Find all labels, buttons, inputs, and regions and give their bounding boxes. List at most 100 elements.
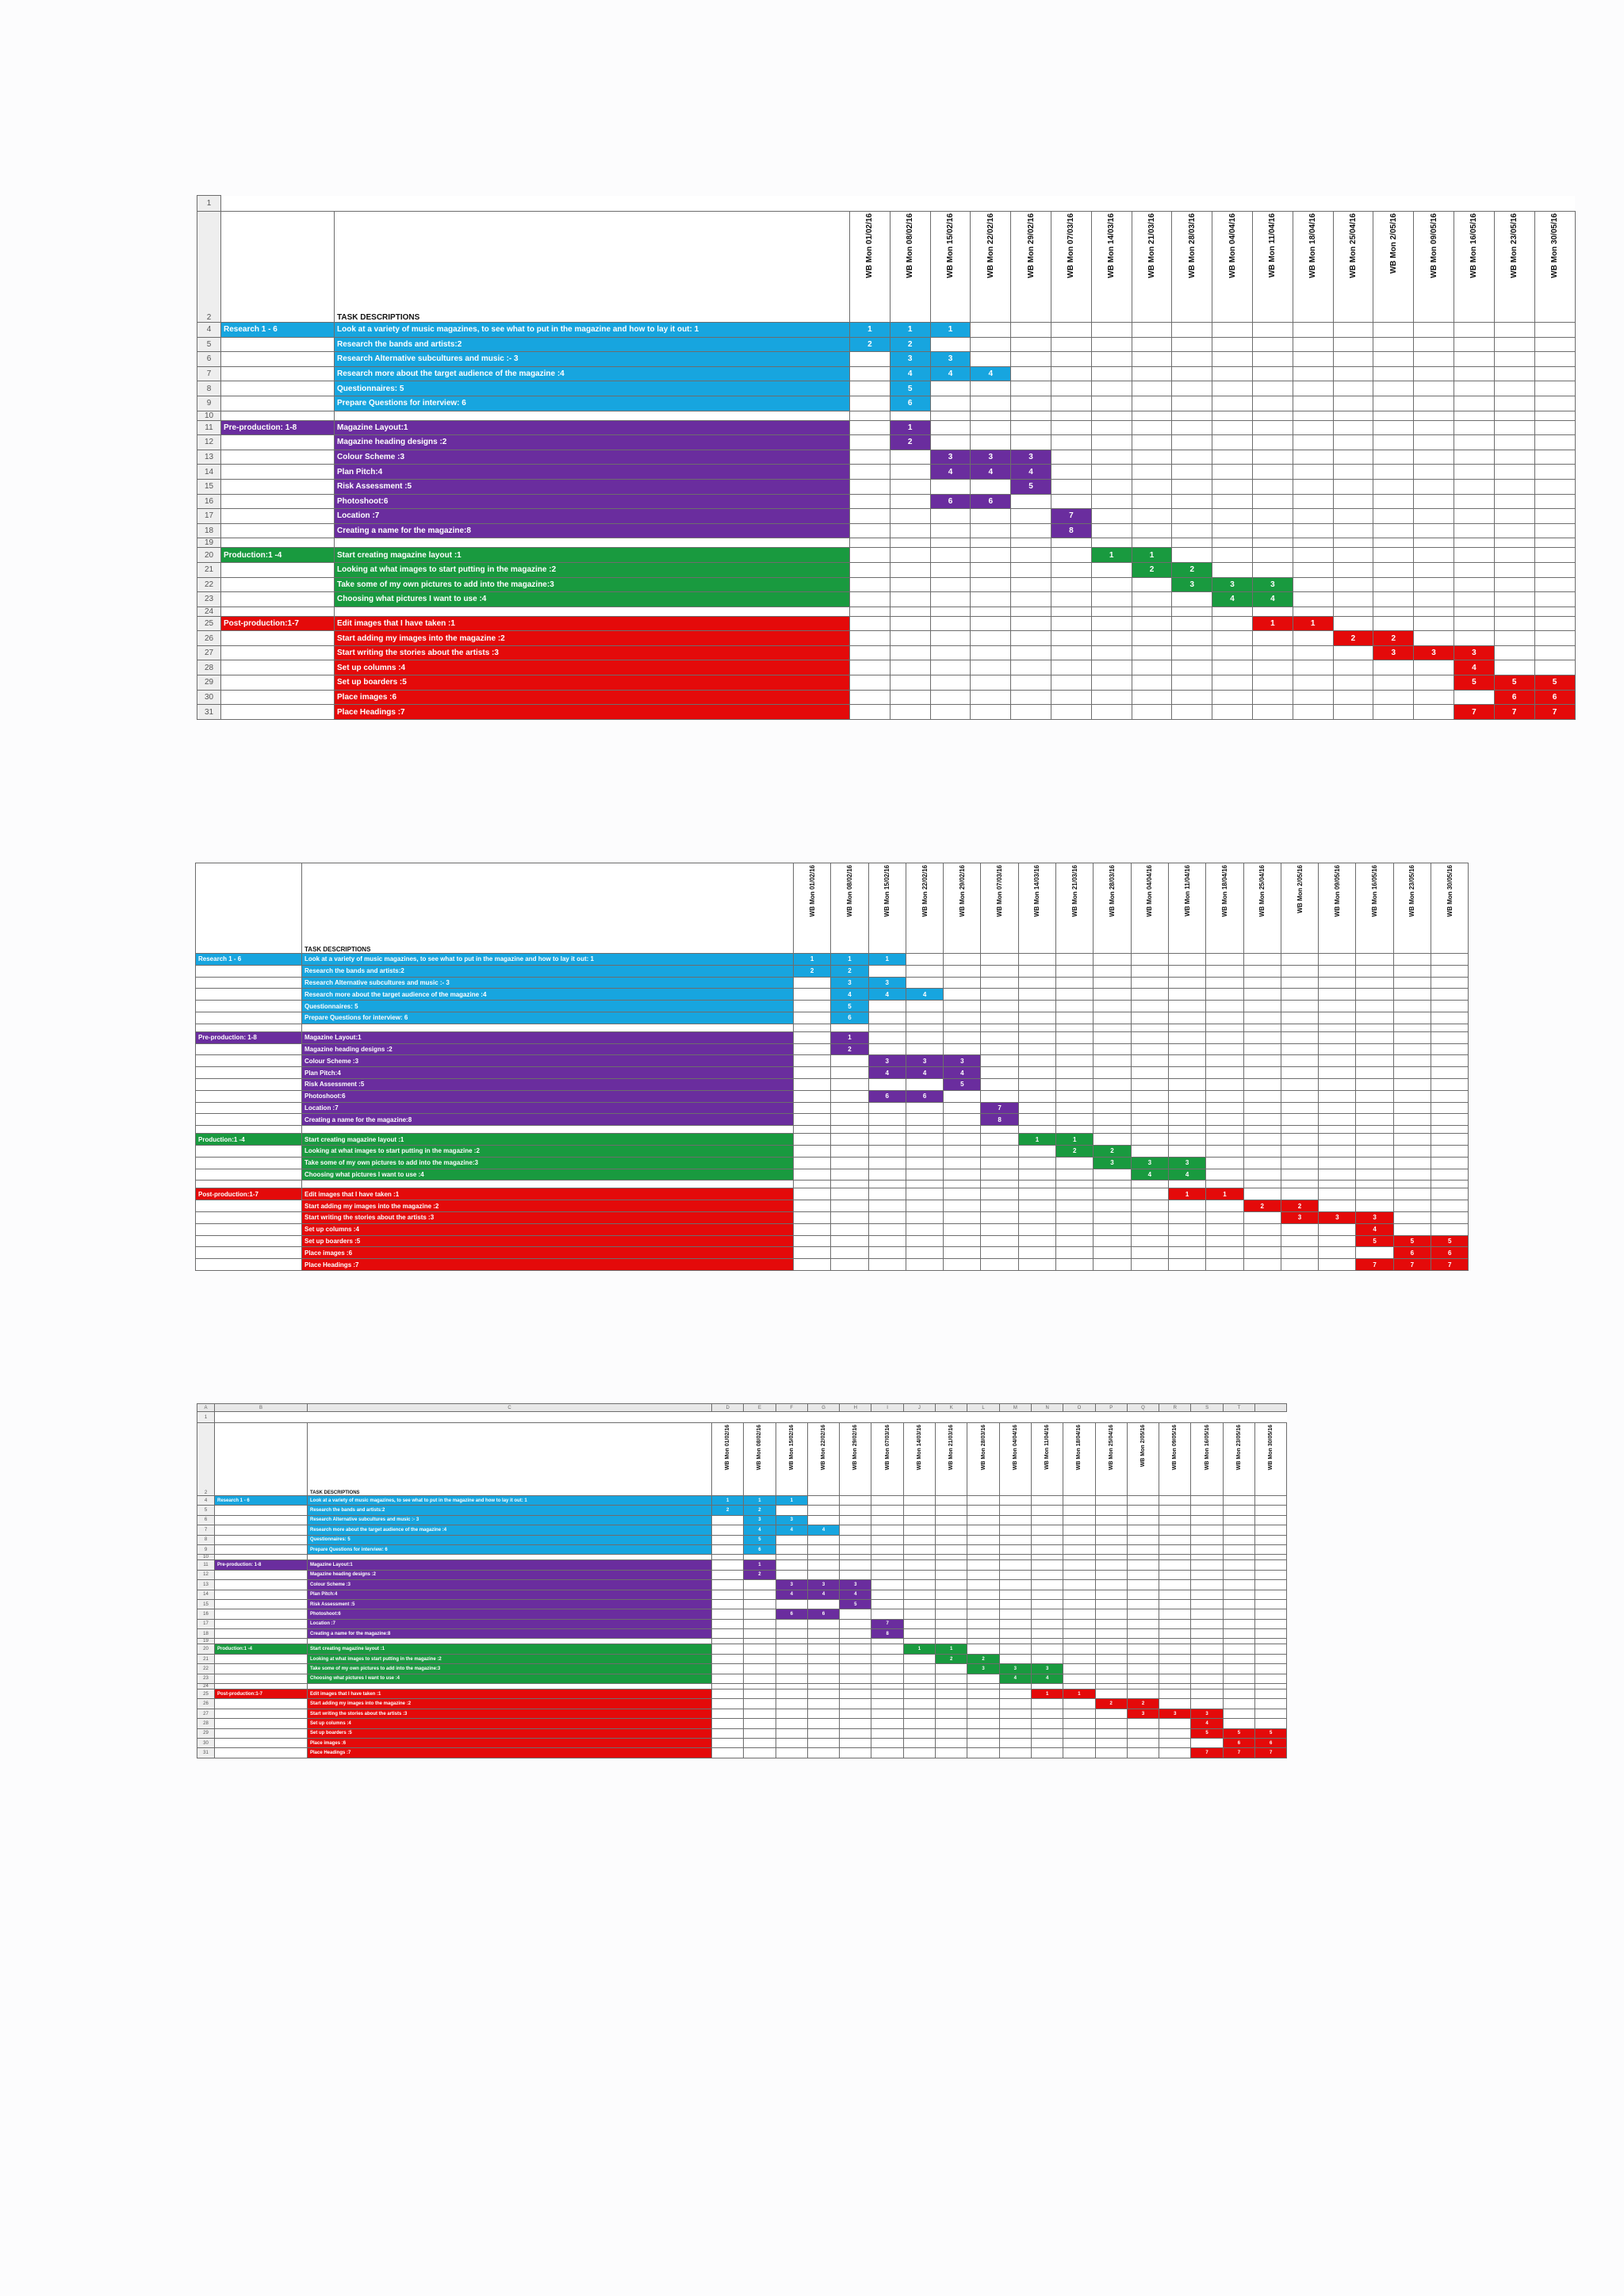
column-letter[interactable]: H [839, 1403, 872, 1412]
row-number[interactable]: 14 [197, 464, 221, 480]
empty-cell [902, 1638, 936, 1645]
week-header: WB Mon 23/05/16 [1222, 1422, 1256, 1496]
row-number[interactable]: 1 [197, 1411, 215, 1423]
column-letter[interactable]: C [307, 1403, 712, 1412]
row-number[interactable]: 10 [197, 410, 221, 421]
row-number[interactable]: 14 [197, 1589, 215, 1600]
task-row: 12 Magazine heading designs :2 2 [197, 434, 1576, 450]
row-number[interactable]: 9 [197, 395, 221, 411]
row-number[interactable]: 12 [197, 434, 221, 450]
row-number[interactable]: 9 [197, 1544, 215, 1556]
row-number[interactable]: 4 [197, 322, 221, 338]
row-number[interactable]: 10 [197, 1554, 215, 1561]
column-letter[interactable]: S [1190, 1403, 1224, 1412]
row-number[interactable]: 31 [197, 1747, 215, 1758]
row-number[interactable]: 7 [197, 365, 221, 382]
row-number[interactable]: 23 [197, 591, 221, 607]
row-number[interactable]: 19 [197, 1638, 215, 1645]
row-number[interactable]: 21 [197, 1653, 215, 1665]
row-number[interactable]: 28 [197, 1718, 215, 1729]
row-number[interactable]: 26 [197, 630, 221, 646]
column-letter[interactable]: R [1159, 1403, 1192, 1412]
empty-week-cell [1017, 1223, 1057, 1236]
blank-cell [220, 336, 335, 353]
empty-week-cell [1010, 630, 1051, 646]
row-number[interactable]: 17 [197, 508, 221, 524]
column-letter[interactable]: D [710, 1403, 745, 1412]
empty-week-cell [1243, 1077, 1281, 1091]
row-number[interactable]: 22 [197, 1663, 215, 1674]
column-letter[interactable]: Q [1126, 1403, 1160, 1412]
week-label: WB Mon 15/02/16 [945, 213, 955, 278]
row-number[interactable]: 29 [197, 1728, 215, 1739]
row-number[interactable]: 21 [197, 561, 221, 578]
row-number[interactable]: 19 [197, 538, 221, 549]
empty-week-cell [1453, 576, 1495, 593]
empty-week-cell [1392, 1101, 1432, 1115]
column-letter[interactable]: O [1063, 1403, 1096, 1412]
row-number[interactable]: 30 [197, 689, 221, 706]
row-number[interactable]: 11 [197, 1559, 215, 1571]
column-letter[interactable]: B [214, 1403, 308, 1412]
row-number[interactable]: 18 [197, 522, 221, 539]
row-number[interactable]: 22 [197, 576, 221, 593]
row-number[interactable]: 29 [197, 675, 221, 691]
column-letter[interactable]: T [1222, 1403, 1256, 1412]
task-week-bar: 3 [967, 1663, 1000, 1674]
column-letter[interactable]: G [806, 1403, 841, 1412]
row-number[interactable]: 15 [197, 478, 221, 495]
row-number[interactable]: 28 [197, 660, 221, 676]
row-number[interactable]: 18 [197, 1628, 215, 1640]
row-number[interactable]: 20 [197, 1644, 215, 1655]
column-letter[interactable]: E [743, 1403, 776, 1412]
row-number[interactable]: 24 [197, 606, 221, 617]
row-number[interactable]: 6 [197, 351, 221, 367]
column-letter[interactable]: F [775, 1403, 808, 1412]
row-number[interactable]: 26 [197, 1698, 215, 1709]
row-number[interactable]: 2 [197, 211, 221, 323]
row-number[interactable]: 5 [197, 1505, 215, 1516]
empty-cell [220, 538, 335, 549]
row-number[interactable]: 6 [197, 1514, 215, 1526]
empty-week-cell [1050, 449, 1092, 465]
empty-week-cell [929, 381, 971, 396]
empty-week-cell [1254, 1569, 1288, 1581]
row-number[interactable]: 7 [197, 1525, 215, 1536]
row-number[interactable]: 17 [197, 1618, 215, 1630]
row-number[interactable]: 30 [197, 1737, 215, 1749]
empty-cell [1431, 1125, 1469, 1135]
row-number[interactable]: 1 [197, 195, 221, 212]
row-number[interactable]: 23 [197, 1673, 215, 1685]
row-number[interactable]: 27 [197, 1708, 215, 1720]
column-letter[interactable]: A [197, 1403, 215, 1412]
row-number[interactable]: 8 [197, 381, 221, 396]
row-number[interactable]: 31 [197, 704, 221, 720]
empty-week-cell [929, 478, 971, 495]
column-letter[interactable]: N [1030, 1403, 1064, 1412]
row-number[interactable]: 20 [197, 547, 221, 563]
column-letter[interactable]: K [935, 1403, 968, 1412]
row-number[interactable]: 25 [197, 1689, 215, 1700]
empty-week-cell [1280, 1144, 1320, 1158]
column-letter[interactable] [1254, 1403, 1288, 1412]
empty-week-cell [905, 1234, 944, 1248]
column-letter[interactable]: M [998, 1403, 1032, 1412]
row-number[interactable]: 2 [197, 1422, 215, 1496]
row-number[interactable]: 16 [197, 493, 221, 510]
row-number[interactable]: 15 [197, 1598, 215, 1610]
row-number[interactable]: 27 [197, 645, 221, 661]
row-number[interactable]: 13 [197, 449, 221, 465]
row-number[interactable]: 13 [197, 1579, 215, 1590]
column-letter[interactable]: J [902, 1403, 936, 1412]
row-number[interactable]: 16 [197, 1609, 215, 1620]
row-number[interactable]: 12 [197, 1569, 215, 1581]
column-letter[interactable]: P [1094, 1403, 1128, 1412]
row-number[interactable]: 25 [197, 615, 221, 632]
row-number[interactable]: 5 [197, 336, 221, 353]
column-letter[interactable]: I [871, 1403, 904, 1412]
row-number[interactable]: 4 [197, 1494, 215, 1506]
row-number[interactable]: 24 [197, 1683, 215, 1690]
row-number[interactable]: 8 [197, 1534, 215, 1545]
column-letter[interactable]: L [967, 1403, 1000, 1412]
row-number[interactable]: 11 [197, 419, 221, 436]
